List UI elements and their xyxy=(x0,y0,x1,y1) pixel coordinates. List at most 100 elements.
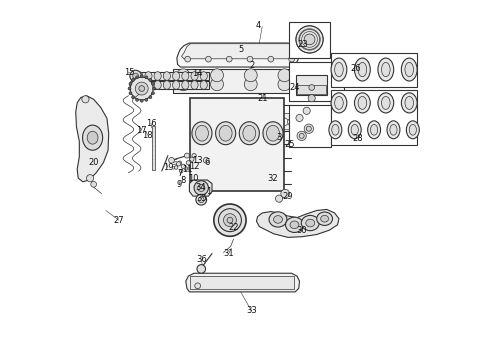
Ellipse shape xyxy=(87,131,98,144)
Text: 34: 34 xyxy=(195,183,205,192)
Ellipse shape xyxy=(178,161,181,165)
Ellipse shape xyxy=(409,125,416,135)
Text: 27: 27 xyxy=(114,216,124,225)
Ellipse shape xyxy=(211,69,223,82)
Bar xyxy=(136,72,209,80)
Ellipse shape xyxy=(191,72,198,80)
Text: 2: 2 xyxy=(249,62,255,71)
Ellipse shape xyxy=(306,126,311,131)
Ellipse shape xyxy=(172,72,180,80)
Ellipse shape xyxy=(317,212,333,225)
Bar xyxy=(331,90,417,145)
Ellipse shape xyxy=(172,81,180,89)
Ellipse shape xyxy=(176,162,181,166)
Ellipse shape xyxy=(331,93,347,113)
Ellipse shape xyxy=(378,58,393,81)
Ellipse shape xyxy=(174,166,178,169)
Ellipse shape xyxy=(245,78,257,91)
Text: 8: 8 xyxy=(181,176,186,185)
Text: 19: 19 xyxy=(163,163,173,172)
Ellipse shape xyxy=(133,73,139,79)
Ellipse shape xyxy=(182,81,189,89)
Text: 3: 3 xyxy=(276,133,282,142)
Ellipse shape xyxy=(87,175,94,182)
Polygon shape xyxy=(186,273,299,292)
Ellipse shape xyxy=(216,122,236,145)
Ellipse shape xyxy=(245,69,257,82)
Text: 28: 28 xyxy=(353,134,363,143)
Text: 12: 12 xyxy=(189,162,199,171)
Polygon shape xyxy=(177,43,298,67)
Ellipse shape xyxy=(163,81,171,89)
Ellipse shape xyxy=(140,75,143,78)
Text: 30: 30 xyxy=(296,226,307,235)
Polygon shape xyxy=(181,44,296,59)
Ellipse shape xyxy=(358,62,367,77)
Text: 4: 4 xyxy=(256,21,261,30)
Ellipse shape xyxy=(303,107,310,114)
Ellipse shape xyxy=(133,82,139,88)
Ellipse shape xyxy=(267,125,279,141)
Ellipse shape xyxy=(200,81,207,89)
Text: 16: 16 xyxy=(146,119,156,128)
Ellipse shape xyxy=(145,81,152,89)
Ellipse shape xyxy=(227,217,233,223)
Ellipse shape xyxy=(278,78,291,91)
Ellipse shape xyxy=(239,122,259,145)
Ellipse shape xyxy=(214,204,246,236)
Ellipse shape xyxy=(405,96,414,109)
Ellipse shape xyxy=(130,79,141,91)
Ellipse shape xyxy=(351,125,358,135)
Text: 24: 24 xyxy=(289,83,300,92)
Ellipse shape xyxy=(401,93,417,113)
Ellipse shape xyxy=(297,131,306,140)
Ellipse shape xyxy=(190,157,194,161)
Ellipse shape xyxy=(299,118,313,126)
Ellipse shape xyxy=(196,125,208,141)
Ellipse shape xyxy=(354,58,370,81)
Ellipse shape xyxy=(145,72,152,80)
Ellipse shape xyxy=(275,195,283,202)
Ellipse shape xyxy=(192,153,196,158)
Bar xyxy=(172,69,295,93)
Bar xyxy=(331,53,417,87)
Ellipse shape xyxy=(296,114,303,122)
Ellipse shape xyxy=(184,167,188,170)
Ellipse shape xyxy=(154,81,161,89)
Text: 23: 23 xyxy=(297,40,308,49)
Ellipse shape xyxy=(136,72,143,80)
Polygon shape xyxy=(263,114,310,130)
Ellipse shape xyxy=(203,157,209,163)
Ellipse shape xyxy=(192,122,212,145)
Ellipse shape xyxy=(149,96,152,99)
Text: 20: 20 xyxy=(88,158,99,167)
Ellipse shape xyxy=(296,26,323,53)
Ellipse shape xyxy=(329,121,342,139)
Ellipse shape xyxy=(286,217,303,233)
Ellipse shape xyxy=(186,161,191,165)
Ellipse shape xyxy=(154,72,161,80)
Bar xyxy=(191,276,294,289)
Ellipse shape xyxy=(382,96,390,109)
Ellipse shape xyxy=(354,93,370,113)
Bar xyxy=(289,22,330,58)
Polygon shape xyxy=(190,180,212,196)
Ellipse shape xyxy=(288,118,300,126)
Ellipse shape xyxy=(401,58,417,81)
Polygon shape xyxy=(152,126,155,170)
Ellipse shape xyxy=(195,283,200,289)
Polygon shape xyxy=(76,96,109,182)
Ellipse shape xyxy=(130,77,153,100)
Ellipse shape xyxy=(136,81,143,89)
Text: 21: 21 xyxy=(257,94,268,103)
Bar xyxy=(136,81,209,89)
Ellipse shape xyxy=(196,194,207,205)
Ellipse shape xyxy=(179,169,183,173)
Ellipse shape xyxy=(226,56,232,62)
Ellipse shape xyxy=(182,72,189,80)
Ellipse shape xyxy=(140,99,143,102)
Ellipse shape xyxy=(306,219,315,227)
Ellipse shape xyxy=(278,69,291,82)
Ellipse shape xyxy=(181,164,186,168)
Ellipse shape xyxy=(130,70,141,82)
